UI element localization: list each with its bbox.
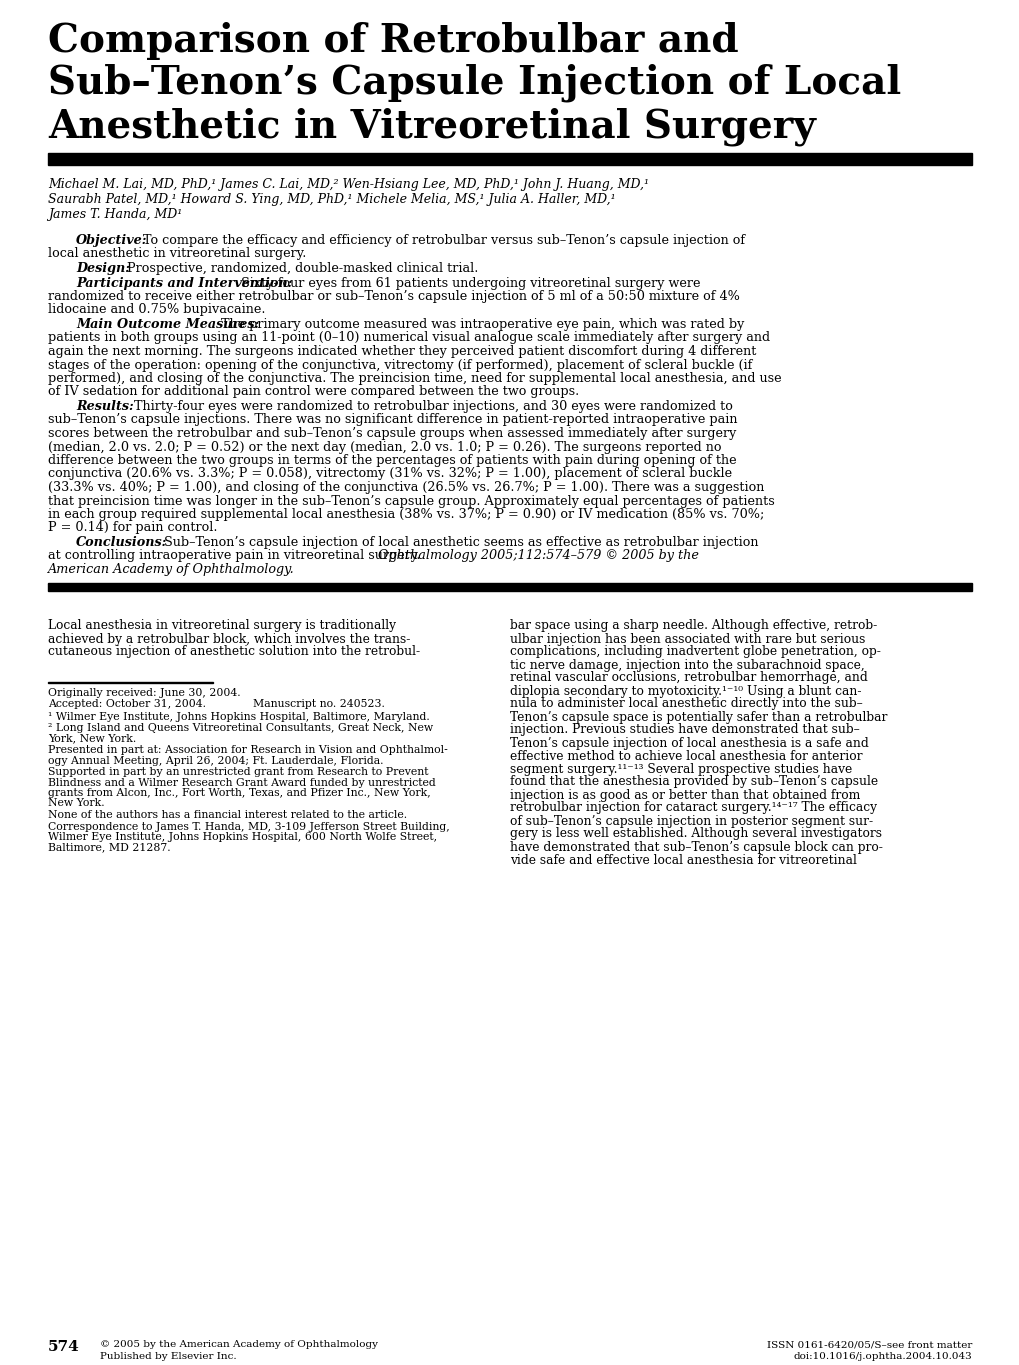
Text: ² Long Island and Queens Vitreoretinal Consultants, Great Neck, New: ² Long Island and Queens Vitreoretinal C…	[48, 723, 433, 733]
Text: Participants and Intervention:: Participants and Intervention:	[76, 277, 292, 289]
Text: patients in both groups using an 11-point (0–10) numerical visual analogue scale: patients in both groups using an 11-poin…	[48, 332, 769, 344]
Text: Results:: Results:	[76, 400, 133, 414]
Text: Presented in part at: Association for Research in Vision and Ophthalmol-: Presented in part at: Association for Re…	[48, 745, 447, 755]
Text: Tenon’s capsule injection of local anesthesia is a safe and: Tenon’s capsule injection of local anest…	[510, 737, 868, 749]
Text: ¹ Wilmer Eye Institute, Johns Hopkins Hospital, Baltimore, Maryland.: ¹ Wilmer Eye Institute, Johns Hopkins Ho…	[48, 711, 429, 722]
Text: lidocaine and 0.75% bupivacaine.: lidocaine and 0.75% bupivacaine.	[48, 303, 265, 317]
Text: Comparison of Retrobulbar and: Comparison of Retrobulbar and	[48, 22, 738, 60]
Text: P = 0.14) for pain control.: P = 0.14) for pain control.	[48, 521, 217, 535]
Bar	[48, 153, 971, 165]
Text: Correspondence to James T. Handa, MD, 3-109 Jefferson Street Building,: Correspondence to James T. Handa, MD, 3-…	[48, 822, 449, 831]
Text: 574: 574	[48, 1340, 79, 1354]
Text: Baltimore, MD 21287.: Baltimore, MD 21287.	[48, 842, 170, 853]
Text: doi:10.1016/j.ophtha.2004.10.043: doi:10.1016/j.ophtha.2004.10.043	[793, 1351, 971, 1361]
Text: complications, including inadvertent globe penetration, op-: complications, including inadvertent glo…	[510, 646, 880, 658]
Text: ISSN 0161-6420/05/S–see front matter: ISSN 0161-6420/05/S–see front matter	[766, 1340, 971, 1349]
Text: ulbar injection has been associated with rare but serious: ulbar injection has been associated with…	[510, 632, 864, 646]
Text: retinal vascular occlusions, retrobulbar hemorrhage, and: retinal vascular occlusions, retrobulbar…	[510, 672, 867, 684]
Text: Published by Elsevier Inc.: Published by Elsevier Inc.	[100, 1351, 236, 1361]
Text: Main Outcome Measures:: Main Outcome Measures:	[76, 318, 259, 330]
Text: local anesthetic in vitreoretinal surgery.: local anesthetic in vitreoretinal surger…	[48, 247, 306, 261]
Text: grants from Alcon, Inc., Fort Worth, Texas, and Pfizer Inc., New York,: grants from Alcon, Inc., Fort Worth, Tex…	[48, 788, 430, 799]
Text: Ophthalmology 2005;112:574–579 © 2005 by the: Ophthalmology 2005;112:574–579 © 2005 by…	[378, 550, 698, 562]
Text: Saurabh Patel, MD,¹ Howard S. Ying, MD, PhD,¹ Michele Melia, MS,¹ Julia A. Halle: Saurabh Patel, MD,¹ Howard S. Ying, MD, …	[48, 192, 615, 206]
Text: tic nerve damage, injection into the subarachnoid space,: tic nerve damage, injection into the sub…	[510, 658, 864, 672]
Text: © 2005 by the American Academy of Ophthalmology: © 2005 by the American Academy of Ophtha…	[100, 1340, 378, 1349]
Text: ogy Annual Meeting, April 26, 2004; Ft. Lauderdale, Florida.: ogy Annual Meeting, April 26, 2004; Ft. …	[48, 755, 383, 766]
Text: sub–Tenon’s capsule injections. There was no significant difference in patient-r: sub–Tenon’s capsule injections. There wa…	[48, 414, 737, 426]
Text: bar space using a sharp needle. Although effective, retrob-: bar space using a sharp needle. Although…	[510, 620, 876, 632]
Text: (median, 2.0 vs. 2.0; P = 0.52) or the next day (median, 2.0 vs. 1.0; P = 0.26).: (median, 2.0 vs. 2.0; P = 0.52) or the n…	[48, 441, 720, 453]
Text: scores between the retrobulbar and sub–Tenon’s capsule groups when assessed imme: scores between the retrobulbar and sub–T…	[48, 427, 736, 440]
Text: American Academy of Ophthalmology.: American Academy of Ophthalmology.	[48, 562, 294, 576]
Text: Sub–Tenon’s Capsule Injection of Local: Sub–Tenon’s Capsule Injection of Local	[48, 64, 901, 102]
Text: difference between the two groups in terms of the percentages of patients with p: difference between the two groups in ter…	[48, 455, 736, 467]
Text: retrobulbar injection for cataract surgery.¹⁴⁻¹⁷ The efficacy: retrobulbar injection for cataract surge…	[510, 801, 876, 815]
Text: New York.: New York.	[48, 799, 105, 808]
Text: in each group required supplemental local anesthesia (38% vs. 37%; P = 0.90) or : in each group required supplemental loca…	[48, 508, 763, 521]
Text: Design:: Design:	[76, 262, 129, 274]
Text: have demonstrated that sub–Tenon’s capsule block can pro-: have demonstrated that sub–Tenon’s capsu…	[510, 841, 882, 853]
Text: gery is less well established. Although several investigators: gery is less well established. Although …	[510, 827, 881, 841]
Text: of sub–Tenon’s capsule injection in posterior segment sur-: of sub–Tenon’s capsule injection in post…	[510, 815, 872, 827]
Text: effective method to achieve local anesthesia for anterior: effective method to achieve local anesth…	[510, 749, 862, 763]
Text: Blindness and a Wilmer Research Grant Award funded by unrestricted: Blindness and a Wilmer Research Grant Aw…	[48, 778, 435, 788]
Text: vide safe and effective local anesthesia for vitreoretinal: vide safe and effective local anesthesia…	[510, 853, 856, 867]
Text: Michael M. Lai, MD, PhD,¹ James C. Lai, MD,² Wen-Hsiang Lee, MD, PhD,¹ John J. H: Michael M. Lai, MD, PhD,¹ James C. Lai, …	[48, 177, 648, 191]
Text: again the next morning. The surgeons indicated whether they perceived patient di: again the next morning. The surgeons ind…	[48, 345, 756, 358]
Text: nula to administer local anesthetic directly into the sub–: nula to administer local anesthetic dire…	[510, 698, 862, 711]
Text: injection. Previous studies have demonstrated that sub–: injection. Previous studies have demonst…	[510, 723, 859, 737]
Text: James T. Handa, MD¹: James T. Handa, MD¹	[48, 207, 182, 221]
Text: conjunctiva (20.6% vs. 3.3%; P = 0.058), vitrectomy (31% vs. 32%; P = 1.00), pla: conjunctiva (20.6% vs. 3.3%; P = 0.058),…	[48, 467, 732, 480]
Text: Tenon’s capsule space is potentially safer than a retrobulbar: Tenon’s capsule space is potentially saf…	[510, 711, 887, 723]
Text: Anesthetic in Vitreoretinal Surgery: Anesthetic in Vitreoretinal Surgery	[48, 106, 815, 146]
Text: Sixty-four eyes from 61 patients undergoing vitreoretinal surgery were: Sixty-four eyes from 61 patients undergo…	[232, 277, 700, 289]
Bar	[48, 583, 971, 591]
Text: (33.3% vs. 40%; P = 1.00), and closing of the conjunctiva (26.5% vs. 26.7%; P = : (33.3% vs. 40%; P = 1.00), and closing o…	[48, 480, 763, 494]
Text: cutaneous injection of anesthetic solution into the retrobul-: cutaneous injection of anesthetic soluti…	[48, 646, 420, 658]
Text: achieved by a retrobulbar block, which involves the trans-: achieved by a retrobulbar block, which i…	[48, 632, 410, 646]
Text: The primary outcome measured was intraoperative eye pain, which was rated by: The primary outcome measured was intraop…	[213, 318, 744, 330]
Text: segment surgery.¹¹⁻¹³ Several prospective studies have: segment surgery.¹¹⁻¹³ Several prospectiv…	[510, 763, 852, 775]
Text: stages of the operation: opening of the conjunctiva, vitrectomy (if performed), : stages of the operation: opening of the …	[48, 359, 752, 371]
Text: found that the anesthesia provided by sub–Tenon’s capsule: found that the anesthesia provided by su…	[510, 775, 877, 789]
Text: randomized to receive either retrobulbar or sub–Tenon’s capsule injection of 5 m: randomized to receive either retrobulbar…	[48, 289, 739, 303]
Text: that preincision time was longer in the sub–Tenon’s capsule group. Approximately: that preincision time was longer in the …	[48, 494, 774, 508]
Text: injection is as good as or better than that obtained from: injection is as good as or better than t…	[510, 789, 860, 801]
Text: Wilmer Eye Institute, Johns Hopkins Hospital, 600 North Wolfe Street,: Wilmer Eye Institute, Johns Hopkins Hosp…	[48, 833, 437, 842]
Text: Conclusions:: Conclusions:	[76, 536, 167, 549]
Text: Local anesthesia in vitreoretinal surgery is traditionally: Local anesthesia in vitreoretinal surger…	[48, 620, 395, 632]
Text: None of the authors has a financial interest related to the article.: None of the authors has a financial inte…	[48, 809, 407, 820]
Text: diplopia secondary to myotoxicity.¹⁻¹⁰ Using a blunt can-: diplopia secondary to myotoxicity.¹⁻¹⁰ U…	[510, 684, 861, 698]
Text: York, New York.: York, New York.	[48, 733, 137, 744]
Text: Objective:: Objective:	[76, 233, 148, 247]
Text: Thirty-four eyes were randomized to retrobulbar injections, and 30 eyes were ran: Thirty-four eyes were randomized to retr…	[126, 400, 733, 414]
Text: Accepted: October 31, 2004.: Accepted: October 31, 2004.	[48, 699, 206, 708]
Text: Prospective, randomized, double-masked clinical trial.: Prospective, randomized, double-masked c…	[119, 262, 478, 274]
Text: Originally received: June 30, 2004.: Originally received: June 30, 2004.	[48, 688, 240, 699]
Text: Sub–Tenon’s capsule injection of local anesthetic seems as effective as retrobul: Sub–Tenon’s capsule injection of local a…	[156, 536, 758, 549]
Text: performed), and closing of the conjunctiva. The preincision time, need for suppl: performed), and closing of the conjuncti…	[48, 373, 781, 385]
Text: Manuscript no. 240523.: Manuscript no. 240523.	[253, 699, 384, 708]
Text: of IV sedation for additional pain control were compared between the two groups.: of IV sedation for additional pain contr…	[48, 385, 579, 399]
Text: To compare the efficacy and efficiency of retrobulbar versus sub–Tenon’s capsule: To compare the efficacy and efficiency o…	[135, 233, 745, 247]
Text: Supported in part by an unrestricted grant from Research to Prevent: Supported in part by an unrestricted gra…	[48, 767, 428, 777]
Text: at controlling intraoperative pain in vitreoretinal surgery.: at controlling intraoperative pain in vi…	[48, 550, 424, 562]
